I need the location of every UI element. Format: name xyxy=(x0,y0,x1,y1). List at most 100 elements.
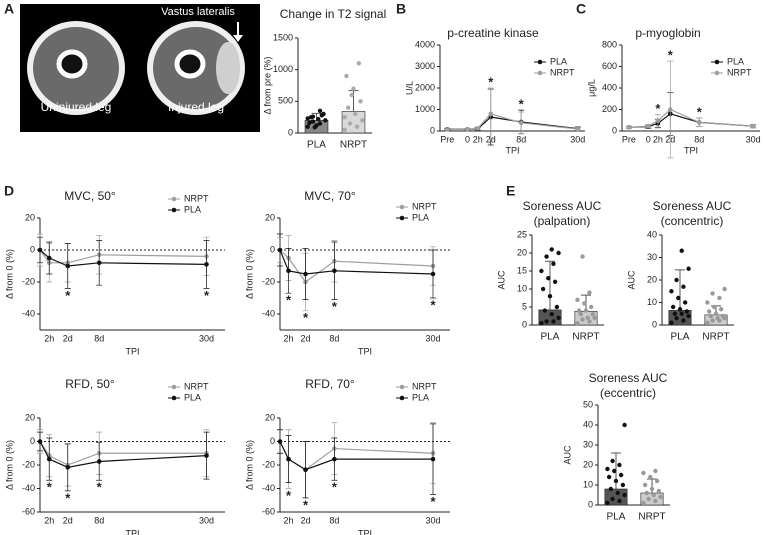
data-point xyxy=(620,482,626,488)
data-point xyxy=(622,492,627,498)
chart-title: Change in T2 signal xyxy=(280,7,387,21)
y-tick-label: 1500 xyxy=(273,32,293,42)
legend-label: PLA xyxy=(412,212,429,222)
chart: MVC, 50° -40 -20 0 20 Δ from 0 (%) TPI 2h 2d 8d 30… xyxy=(4,189,225,356)
data-point xyxy=(580,254,585,259)
x-tick-label: Pre xyxy=(622,134,636,144)
x-tick-label: 2d xyxy=(63,515,73,525)
chart-title: (eccentric) xyxy=(600,386,656,400)
data-point xyxy=(681,318,686,323)
data-point xyxy=(613,478,619,484)
y-tick-label: 4000 xyxy=(415,39,435,49)
legend-label: PLA xyxy=(550,56,567,66)
data-point xyxy=(332,268,337,274)
data-point xyxy=(347,121,353,126)
data-point xyxy=(317,108,323,114)
data-point xyxy=(305,124,310,129)
data-point xyxy=(641,500,646,506)
data-point xyxy=(465,126,470,132)
data-point xyxy=(622,422,627,428)
panel-letter: D xyxy=(4,183,14,199)
y-tick-label: 0 xyxy=(588,499,593,509)
x-tick-label: 8d xyxy=(94,515,104,525)
y-tick-label: -20 xyxy=(22,276,35,286)
x-tick-label: 2h xyxy=(44,333,54,343)
y-axis-label: AUC xyxy=(626,270,636,290)
annotation: * xyxy=(655,101,661,116)
data-point xyxy=(612,468,617,474)
chart-title: (concentric) xyxy=(661,214,724,228)
data-point xyxy=(679,311,684,316)
data-point xyxy=(722,286,727,292)
y-tick-label: 20 xyxy=(583,459,593,469)
data-point xyxy=(37,247,43,253)
data-point xyxy=(549,312,554,317)
chart-title: p-myoglobin xyxy=(635,26,700,40)
data-point xyxy=(554,304,560,310)
data-point xyxy=(582,301,587,306)
legend-marker xyxy=(714,70,720,76)
data-point xyxy=(475,126,481,131)
data-point xyxy=(544,254,549,259)
x-tick-label: 2d xyxy=(300,515,310,525)
x-tick-label: NRPT xyxy=(340,140,367,151)
data-point xyxy=(686,266,691,271)
data-point xyxy=(303,271,308,277)
data-point xyxy=(712,304,717,310)
legend-marker xyxy=(399,384,405,390)
y-tick-label: 10 xyxy=(583,479,593,489)
x-tick-label: 2h xyxy=(44,515,54,525)
data-point xyxy=(556,250,561,256)
image-label: Vastus lateralis xyxy=(161,6,235,18)
legend-marker xyxy=(171,395,177,401)
chart: RFD, 50° -60 -40 -20 0 20 Δ from 0 (%) TPI 2h 2d 8… xyxy=(4,377,225,535)
x-tick-label: 30d xyxy=(425,333,440,343)
data-point xyxy=(706,309,712,314)
data-point xyxy=(658,494,663,500)
data-point xyxy=(539,268,544,274)
y-axis-label: μg/L xyxy=(586,79,596,97)
annotation: * xyxy=(488,74,494,89)
arrow-head xyxy=(233,35,243,42)
y-tick-label: 500 xyxy=(278,96,293,106)
data-point xyxy=(96,260,102,266)
chart: Change in T2 signal 0 500 1000 1500 Δ from pr… xyxy=(262,7,386,150)
legend-label: NRPT xyxy=(412,201,437,211)
annotation: * xyxy=(332,299,338,314)
data-point xyxy=(617,462,622,468)
y-tick-label: 0 xyxy=(430,125,435,135)
data-point xyxy=(668,107,673,112)
y-tick-label: -20 xyxy=(262,276,275,286)
data-point xyxy=(46,456,52,462)
x-tick-label: 2h xyxy=(473,134,483,144)
x-tick-label: 2h xyxy=(283,515,293,525)
x-tick-label: 30d xyxy=(425,515,440,525)
data-point xyxy=(644,490,650,496)
data-point xyxy=(713,311,719,316)
data-point xyxy=(696,120,702,125)
data-point xyxy=(204,453,209,458)
data-point xyxy=(655,118,661,124)
y-tick-label: 0 xyxy=(30,244,35,254)
data-point xyxy=(645,123,651,129)
data-point xyxy=(686,313,691,319)
y-tick-label: 600 xyxy=(602,61,617,71)
y-axis-label: Δ from 0 (%) xyxy=(244,440,254,490)
data-point xyxy=(312,125,317,130)
data-point xyxy=(750,123,756,129)
y-axis-label: U/L xyxy=(404,81,414,95)
x-axis-label: TPI xyxy=(125,528,139,535)
chart-title: MVC, 50° xyxy=(64,189,116,203)
data-point xyxy=(544,319,549,324)
y-tick-label: 30 xyxy=(647,252,657,262)
chart: Soreness AUC(eccentric) 0 10 20 30 40 50 AUC PLA… xyxy=(562,371,670,523)
x-tick-label: 8d xyxy=(329,515,339,525)
data-point xyxy=(720,313,726,319)
data-point xyxy=(360,118,365,123)
image-label: Injured leg xyxy=(168,100,224,114)
y-tick-label: -20 xyxy=(262,459,275,469)
data-point xyxy=(617,498,622,504)
x-tick-label: 2d xyxy=(300,333,310,343)
chart: RFD, 70° -60 -40 -20 0 20 Δ from 0 (%) TPI 2h 2d 8… xyxy=(244,377,450,535)
